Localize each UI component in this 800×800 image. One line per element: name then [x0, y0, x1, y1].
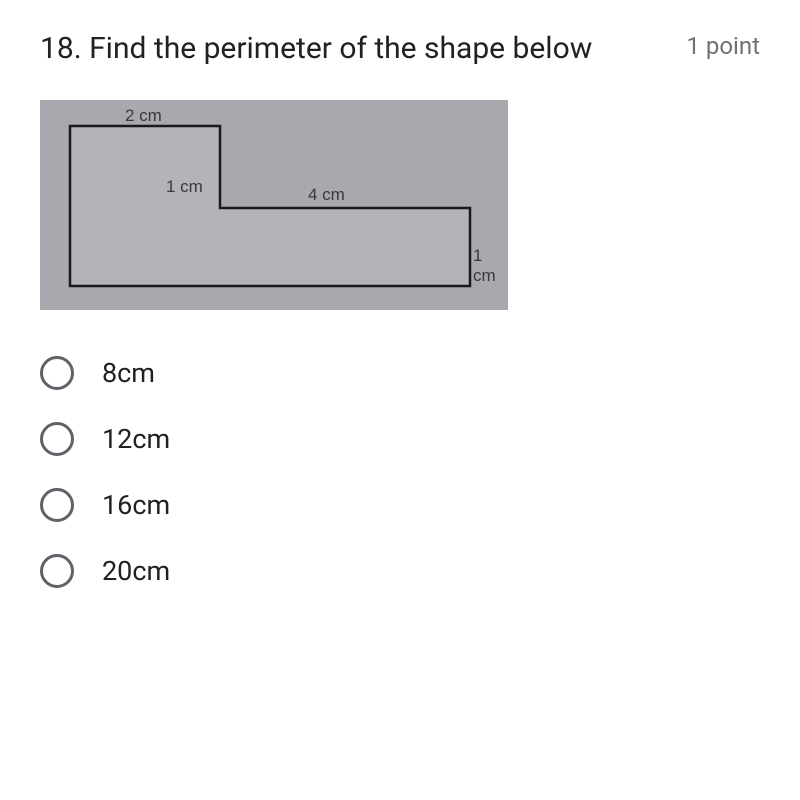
dim-top: 2 cm	[125, 106, 162, 126]
shape-svg	[40, 100, 508, 310]
dim-right: 1 cm	[473, 246, 508, 286]
option-label: 16cm	[102, 489, 170, 521]
figure-container: 2 cm 1 cm 4 cm 1 cm	[40, 100, 760, 310]
question-text: 18. Find the perimeter of the shape belo…	[40, 28, 666, 70]
option-label: 8cm	[102, 357, 155, 389]
option-row[interactable]: 20cm	[40, 538, 760, 604]
perimeter-figure: 2 cm 1 cm 4 cm 1 cm	[40, 100, 508, 310]
radio-icon[interactable]	[40, 554, 74, 588]
question-body: Find the perimeter of the shape below	[89, 31, 592, 66]
question-header: 18. Find the perimeter of the shape belo…	[40, 28, 760, 70]
points-label: 1 point	[686, 32, 760, 60]
options-list: 8cm 12cm 16cm 20cm	[40, 340, 760, 604]
option-row[interactable]: 16cm	[40, 472, 760, 538]
dim-step-vertical: 1 cm	[166, 177, 203, 197]
option-label: 20cm	[102, 555, 170, 587]
radio-icon[interactable]	[40, 488, 74, 522]
l-shape-polygon	[70, 126, 470, 286]
option-label: 12cm	[102, 423, 170, 455]
radio-icon[interactable]	[40, 356, 74, 390]
dim-step-horizontal: 4 cm	[308, 185, 345, 205]
radio-icon[interactable]	[40, 422, 74, 456]
option-row[interactable]: 12cm	[40, 406, 760, 472]
question-number: 18.	[40, 31, 82, 66]
option-row[interactable]: 8cm	[40, 340, 760, 406]
